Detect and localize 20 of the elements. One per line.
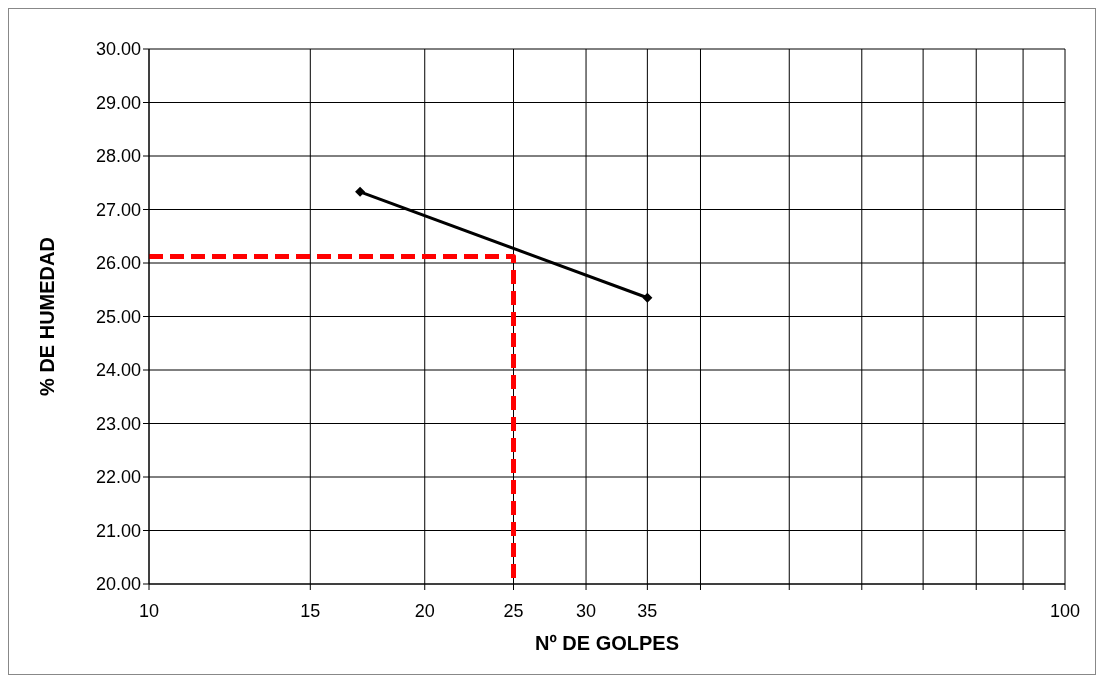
x-tick-label: 15 — [300, 600, 321, 621]
x-tick-label: 35 — [637, 600, 658, 621]
y-tick-label: 28.00 — [95, 146, 141, 167]
y-tick-label: 27.00 — [95, 199, 141, 220]
y-tick-label: 30.00 — [95, 39, 141, 60]
y-tick-label: 21.00 — [95, 520, 141, 541]
x-tick-label: 20 — [414, 600, 435, 621]
x-tick-label: 10 — [138, 600, 160, 621]
x-axis-title: Nº DE GOLPES — [535, 632, 679, 654]
y-tick-label: 24.00 — [95, 360, 141, 381]
x-tick-label: 100 — [1049, 600, 1081, 621]
y-tick-label: 29.00 — [95, 92, 141, 113]
y-tick-label: 26.00 — [95, 253, 141, 274]
x-tick-label: 30 — [576, 600, 597, 621]
y-tick-label: 22.00 — [95, 467, 141, 488]
x-tick-label: 25 — [503, 600, 524, 621]
y-tick-label: 20.00 — [95, 574, 141, 595]
y-tick-label: 23.00 — [95, 413, 141, 434]
y-tick-label: 25.00 — [95, 306, 141, 327]
y-axis-title: % DE HUMEDAD — [36, 237, 59, 396]
